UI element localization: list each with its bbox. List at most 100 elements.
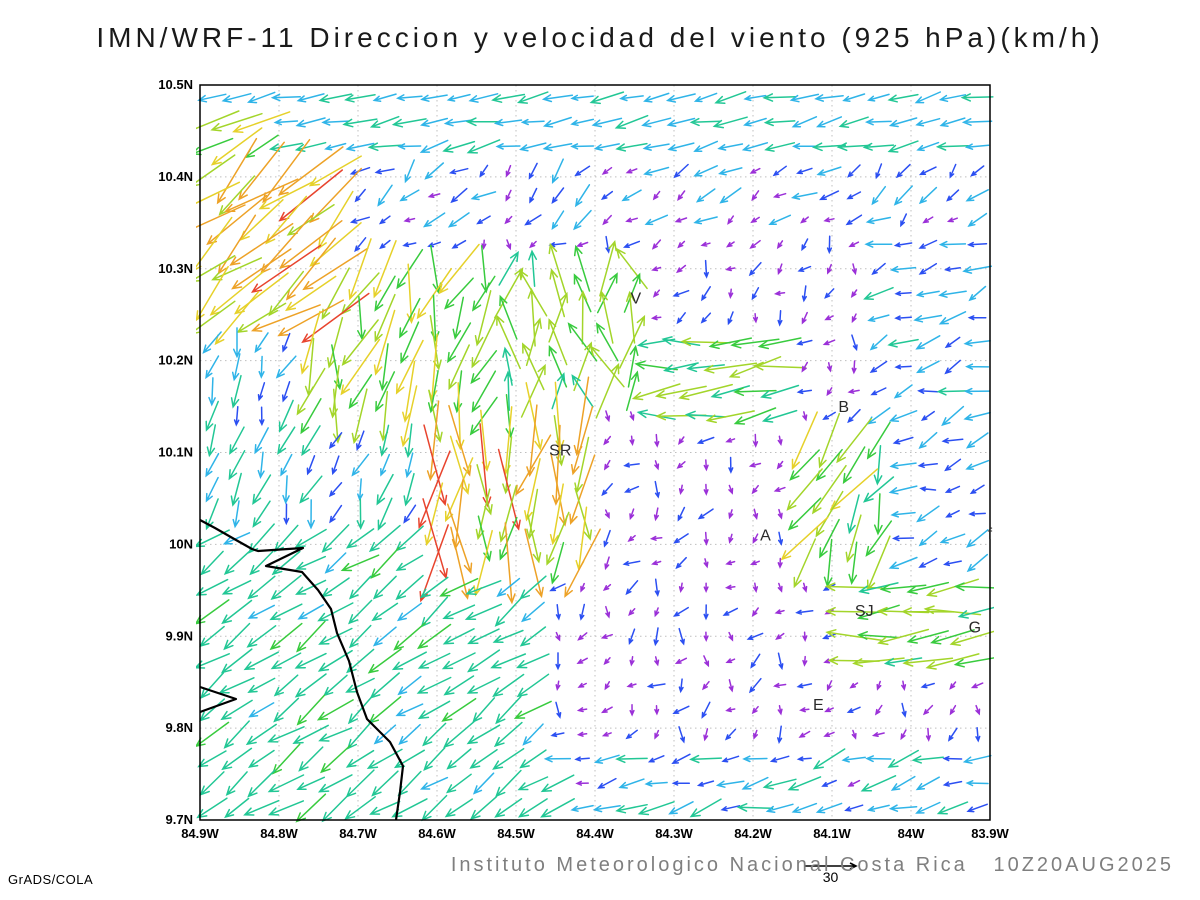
wind-arrow	[842, 446, 866, 485]
wind-arrow	[674, 217, 688, 223]
wind-arrow	[946, 189, 960, 202]
wind-arrow	[593, 754, 620, 764]
wind-arrow	[481, 239, 487, 251]
wind-arrow	[243, 799, 280, 816]
wind-arrow	[615, 803, 648, 814]
wind-arrow	[941, 405, 965, 427]
wind-arrow	[224, 797, 250, 819]
wind-arrow	[795, 609, 814, 615]
wind-arrow	[649, 535, 663, 541]
wind-arrow	[888, 804, 918, 812]
wind-arrow	[796, 167, 813, 175]
wind-arrow	[348, 575, 372, 600]
wind-arrow	[915, 335, 941, 350]
wind-arrow	[428, 333, 438, 401]
wind-arrow	[578, 289, 588, 345]
wind-arrow	[495, 143, 521, 150]
wind-arrow	[673, 533, 689, 544]
wind-arrow	[700, 241, 711, 247]
wind-arrow	[845, 514, 862, 564]
wind-arrow	[302, 247, 369, 291]
wind-arrow	[653, 627, 659, 647]
wind-arrow	[296, 620, 326, 653]
wind-arrow	[516, 673, 550, 698]
wind-arrow	[799, 707, 810, 713]
wind-arrow	[819, 190, 840, 201]
wind-arrow	[575, 780, 589, 786]
wind-arrow	[524, 458, 541, 522]
wind-arrow	[376, 473, 394, 506]
wind-arrow	[504, 215, 513, 225]
wind-arrow	[796, 756, 812, 762]
x-tick-label: 84.8W	[260, 826, 298, 841]
wind-arrow	[306, 455, 316, 476]
wind-arrow	[351, 388, 368, 445]
wind-arrow	[642, 143, 670, 151]
wind-arrow	[567, 322, 598, 362]
wind-arrow	[901, 607, 955, 617]
wind-arrow	[397, 675, 422, 696]
wind-arrow	[863, 286, 894, 300]
wind-arrow	[519, 749, 547, 769]
wind-arrow	[592, 805, 621, 813]
wind-arrow	[494, 798, 523, 818]
station-label: A	[760, 528, 771, 545]
wind-arrow	[380, 453, 391, 477]
wind-arrow	[515, 434, 552, 496]
wind-arrow	[349, 216, 370, 224]
wind-arrow	[825, 629, 883, 641]
wind-arrow	[516, 91, 549, 104]
wind-arrow	[654, 656, 660, 667]
y-tick-label: 10.1N	[158, 445, 193, 460]
wind-arrow	[504, 522, 516, 605]
wind-arrow	[702, 680, 710, 691]
wind-arrow	[601, 731, 612, 737]
wind-arrow	[395, 703, 424, 717]
wind-arrow	[420, 94, 448, 102]
wind-arrow	[374, 275, 396, 312]
wind-arrow	[205, 355, 220, 380]
wind-arrow	[969, 484, 985, 495]
wind-arrow	[777, 582, 783, 593]
wind-arrow	[496, 577, 521, 598]
wind-arrow	[777, 652, 784, 671]
wind-arrow	[357, 478, 364, 502]
wind-arrow	[577, 682, 587, 688]
wind-arrow	[490, 653, 527, 669]
wind-arrow	[296, 93, 325, 103]
wind-arrow	[399, 189, 420, 202]
wind-arrow	[938, 311, 967, 325]
y-axis-tick-labels: 10.5N 10.4N 10.3N 10.2N 10.1N 10N 9.9N 9.8N 9.7N	[158, 77, 193, 827]
wind-arrow	[403, 217, 416, 223]
wind-arrow	[348, 624, 372, 649]
wind-arrow	[294, 528, 327, 548]
wind-arrow	[963, 411, 991, 421]
wind-arrow	[965, 780, 989, 787]
wind-arrow	[301, 425, 321, 457]
wind-arrow	[965, 529, 989, 548]
wind-arrow	[801, 285, 807, 303]
wind-arrow	[331, 455, 340, 476]
wind-arrow	[474, 290, 492, 347]
wind-arrow	[922, 216, 934, 224]
wind-arrow	[802, 582, 808, 593]
wind-arrow	[960, 93, 994, 102]
wind-arrow	[753, 729, 758, 740]
wind-arrow	[426, 400, 440, 482]
wind-arrow	[278, 220, 343, 269]
wind-arrow	[867, 93, 890, 102]
wind-arrow	[918, 262, 938, 275]
wind-arrow	[887, 338, 919, 348]
wind-arrow	[757, 337, 802, 350]
wind-arrow	[438, 243, 480, 295]
wind-arrow	[345, 677, 375, 693]
wind-arrow	[210, 112, 263, 132]
wind-arrow	[543, 755, 572, 763]
wind-arrow	[519, 142, 547, 152]
wind-arrow	[625, 217, 638, 223]
wind-arrow	[777, 435, 783, 447]
wind-arrow	[252, 474, 272, 505]
wind-arrow	[892, 436, 914, 445]
wind-arrow	[377, 497, 393, 531]
wind-arrow	[548, 291, 569, 343]
